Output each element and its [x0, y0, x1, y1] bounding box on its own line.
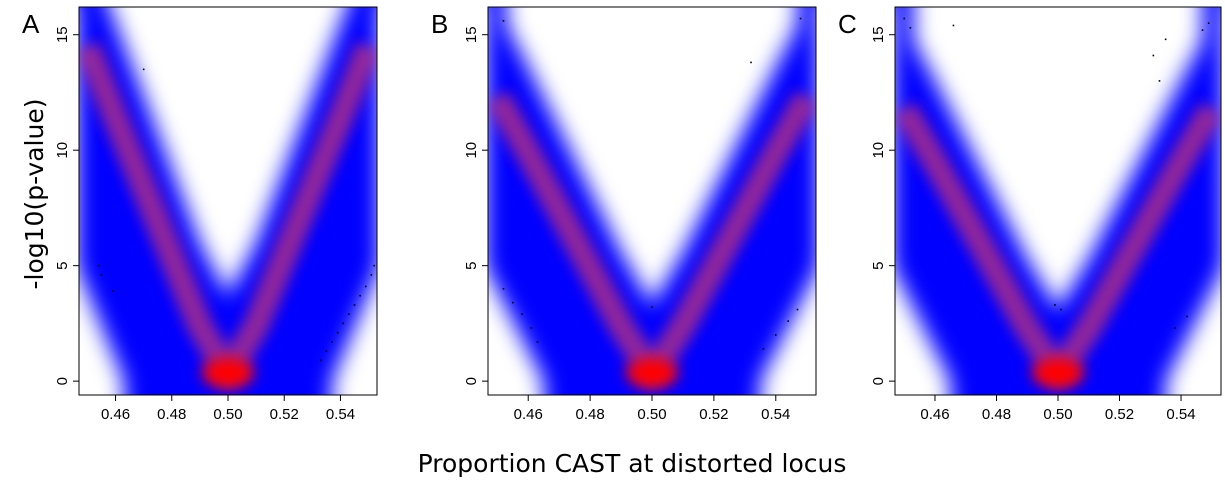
- outlier-point: [336, 331, 339, 334]
- outlier-point: [100, 274, 103, 276]
- outlier-point: [1207, 22, 1210, 24]
- panel-letter: C: [838, 9, 857, 39]
- outlier-point: [502, 287, 505, 290]
- y-tick-label: 15: [463, 26, 480, 43]
- density-region: [895, 7, 1221, 395]
- outlier-point: [348, 313, 350, 315]
- outlier-point: [1186, 315, 1188, 318]
- x-tick-label: 0.50: [213, 406, 242, 423]
- y-tick-label: 5: [54, 261, 71, 269]
- outlier-point: [342, 322, 345, 325]
- outlier-point: [774, 334, 777, 336]
- y-tick-label: 10: [54, 142, 71, 159]
- x-axis-title: Proportion CAST at distorted locus: [418, 449, 847, 478]
- x-tick-label: 0.46: [920, 406, 949, 423]
- x-tick-label: 0.50: [1043, 406, 1072, 423]
- outlier-point: [1054, 304, 1056, 306]
- panel-letter: B: [431, 9, 448, 39]
- outlier-point: [536, 341, 539, 343]
- y-tick-label: 15: [870, 26, 887, 43]
- outlier-point: [1201, 29, 1204, 31]
- outlier-point: [799, 17, 802, 20]
- x-tick-label: 0.50: [637, 406, 666, 423]
- x-tick-label: 0.46: [101, 406, 130, 423]
- outlier-point: [331, 341, 333, 343]
- x-tick-label: 0.52: [270, 406, 299, 423]
- x-tick-label: 0.48: [982, 406, 1011, 423]
- y-tick-label: 15: [54, 26, 71, 43]
- outlier-point: [1158, 80, 1161, 82]
- outlier-point: [364, 285, 367, 288]
- x-tick-label: 0.54: [761, 406, 790, 423]
- x-tick-label: 0.48: [157, 406, 186, 423]
- y-tick-label: 5: [463, 261, 480, 269]
- y-tick-label: 5: [870, 261, 887, 269]
- outlier-point: [1174, 327, 1176, 329]
- outlier-point: [97, 264, 100, 267]
- outlier-point: [370, 274, 373, 276]
- x-tick-label: 0.54: [326, 406, 355, 423]
- outlier-point: [1060, 308, 1062, 311]
- y-tick-label: 10: [463, 142, 480, 159]
- outlier-point: [511, 301, 514, 304]
- outlier-point: [651, 306, 653, 309]
- density-region: [79, 7, 377, 395]
- outlier-point: [142, 68, 145, 71]
- density-plot: [895, 7, 1221, 395]
- density-plot: [79, 7, 377, 395]
- x-tick-label: 0.52: [699, 406, 728, 423]
- panel-b: 0.46 0.48 0.50 0.52 0.54 0 5 10 15 B: [431, 6, 817, 423]
- outlier-point: [373, 264, 375, 267]
- y-axis-title: -log10(p-value): [20, 99, 49, 290]
- density-peak: [1032, 358, 1084, 389]
- density-plot: [488, 7, 816, 395]
- outlier-point: [111, 290, 114, 292]
- density-peak: [626, 358, 678, 389]
- outlier-point: [319, 359, 322, 362]
- outlier-point: [1152, 54, 1155, 57]
- density-peak: [202, 358, 254, 389]
- outlier-point: [903, 17, 906, 20]
- x-tick-label: 0.52: [1105, 406, 1134, 423]
- outlier-point: [353, 304, 356, 306]
- outlier-point: [796, 308, 799, 311]
- y-tick-label: 0: [463, 377, 480, 385]
- outlier-point: [909, 26, 912, 29]
- outlier-point: [530, 327, 533, 329]
- y-tick-label: 0: [54, 377, 71, 385]
- outlier-point: [1164, 38, 1167, 41]
- x-tick-label: 0.54: [1166, 406, 1195, 423]
- panel-c: 0.46 0.48 0.50 0.52 0.54 0 5 10 15 C: [838, 6, 1222, 423]
- panel-letter: A: [22, 9, 40, 39]
- density-region: [488, 7, 816, 395]
- outlier-point: [325, 350, 328, 352]
- outlier-point: [521, 313, 523, 315]
- outlier-point: [359, 294, 361, 297]
- panel-a: 0.46 0.48 0.50 0.52 0.54 0 5 10 15 A: [22, 6, 378, 423]
- outlier-point: [952, 24, 955, 27]
- outlier-point: [502, 20, 505, 22]
- y-tick-label: 0: [870, 377, 887, 385]
- x-tick-label: 0.46: [514, 406, 543, 423]
- outlier-point: [762, 348, 765, 350]
- outlier-point: [750, 61, 752, 64]
- y-tick-label: 10: [870, 142, 887, 159]
- outlier-point: [787, 320, 789, 322]
- x-tick-label: 0.48: [576, 406, 605, 423]
